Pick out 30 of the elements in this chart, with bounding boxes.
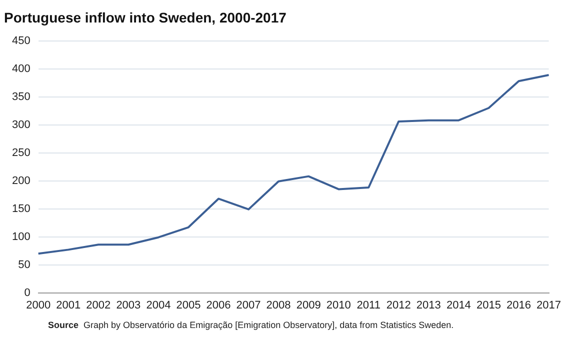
y-tick-label: 400 [12, 62, 30, 75]
y-tick-label: 50 [18, 258, 30, 271]
x-tick-label: 2008 [266, 299, 291, 312]
x-tick-label: 2009 [296, 299, 321, 312]
y-tick-label: 0 [24, 286, 30, 299]
source-note: Source Graph by Observatório da Emigração [Emigration Observatory], data from Statistics Sweden. [48, 320, 454, 330]
x-tick-label: 2007 [236, 299, 261, 312]
y-tick-label: 200 [12, 174, 30, 187]
y-tick-label: 300 [12, 118, 30, 131]
x-tick-label: 2002 [86, 299, 111, 312]
x-tick-label: 2016 [506, 299, 531, 312]
x-tick-label: 2010 [326, 299, 351, 312]
x-tick-label: 2000 [26, 299, 51, 312]
x-tick-label: 2014 [446, 299, 471, 312]
x-tick-label: 2003 [116, 299, 141, 312]
y-tick-label: 100 [12, 230, 30, 243]
x-tick-label: 2017 [536, 299, 562, 312]
y-tick-label: 450 [12, 34, 30, 47]
x-tick-label: 2004 [146, 299, 171, 312]
x-tick-label: 2011 [356, 299, 380, 312]
chart-title: Portuguese inflow into Sweden, 2000-2017 [4, 9, 287, 26]
x-tick-label: 2012 [386, 299, 411, 312]
y-tick-label: 150 [12, 202, 30, 215]
x-tick-label: 2013 [416, 299, 441, 312]
y-tick-label: 350 [12, 90, 30, 103]
y-tick-label: 250 [12, 146, 30, 159]
x-tick-label: 2006 [206, 299, 231, 312]
x-tick-label: 2001 [56, 299, 81, 312]
x-tick-label: 2005 [176, 299, 201, 312]
x-tick-label: 2015 [476, 299, 501, 312]
